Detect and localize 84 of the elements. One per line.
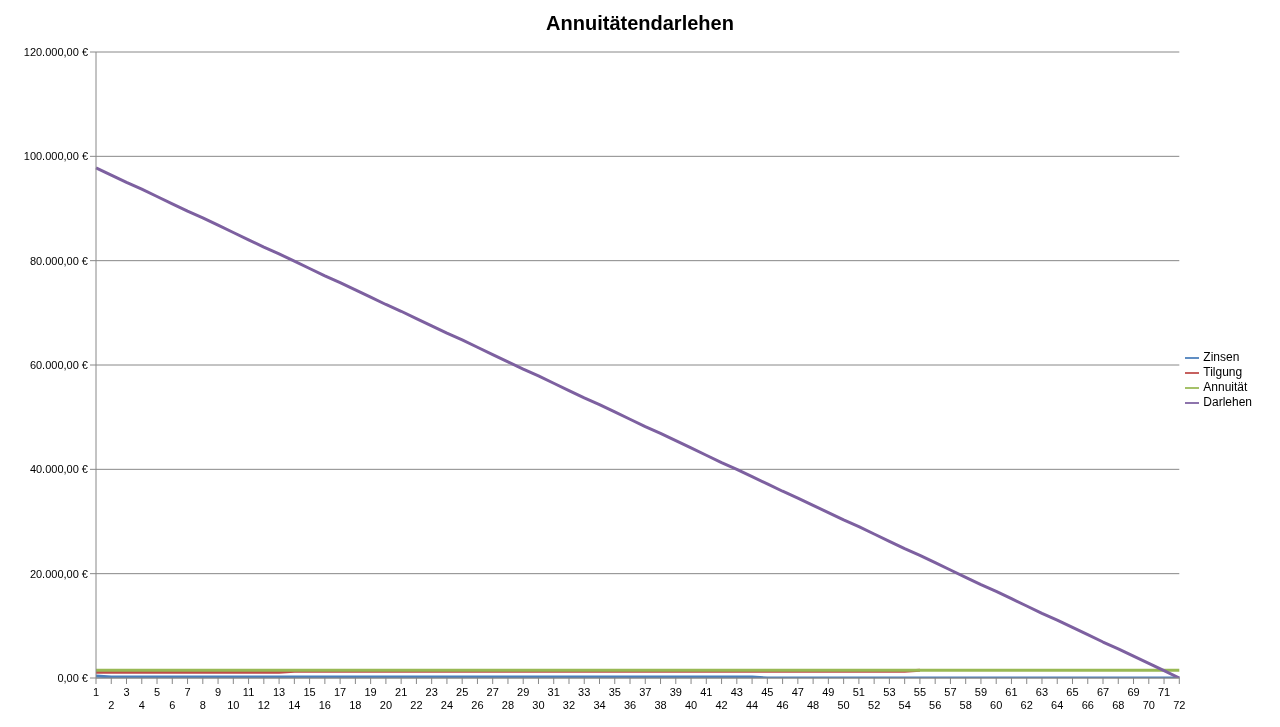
x-tick-label: 12 (257, 699, 270, 711)
x-tick-label: 18 (349, 699, 362, 711)
x-tick-label: 32 (562, 699, 576, 711)
x-tick-label: 48 (806, 699, 820, 711)
x-tick-label: 65 (1066, 686, 1079, 698)
x-tick-label: 36 (623, 699, 637, 711)
x-tick-label: 22 (410, 699, 423, 711)
x-tick-label: 24 (440, 699, 454, 711)
x-tick-label: 34 (593, 699, 606, 711)
x-tick-label: 9 (215, 686, 222, 698)
x-tick-label: 7 (184, 686, 191, 698)
x-tick-label: 55 (913, 686, 927, 698)
y-tick-label: 120.000,00 € (23, 45, 88, 58)
x-tick-label: 64 (1051, 699, 1064, 711)
x-tick-label: 45 (761, 686, 774, 698)
x-tick-label: 38 (654, 699, 667, 711)
x-tick-label: 68 (1112, 699, 1125, 711)
x-tick-label: 30 (532, 699, 545, 711)
x-tick-label: 16 (318, 699, 331, 711)
x-tick-label: 21 (395, 686, 408, 698)
x-tick-label: 52 (868, 699, 881, 711)
x-tick-label: 46 (776, 699, 789, 711)
x-tick-label: 50 (837, 699, 850, 711)
x-tick-label: 42 (715, 699, 728, 711)
x-tick-label: 10 (227, 699, 240, 711)
legend-label: Zinsen (1203, 350, 1240, 365)
legend-label: Darlehen (1203, 394, 1252, 409)
x-tick-label: 4 (138, 699, 145, 711)
x-tick-label: 53 (883, 686, 896, 698)
y-tick-label: 60.000,00 € (29, 358, 88, 371)
x-tick-label: 60 (990, 699, 1003, 711)
x-tick-label: 6 (169, 699, 176, 711)
x-tick-label: 37 (639, 686, 652, 698)
x-tick-label: 29 (517, 686, 530, 698)
legend-label: Tilgung (1203, 365, 1243, 380)
x-tick-label: 57 (944, 686, 957, 698)
legend-label: Annuität (1203, 380, 1248, 394)
y-tick-label: 0,00 € (57, 671, 88, 684)
x-tick-label: 1 (92, 686, 100, 698)
x-tick-label: 43 (730, 686, 743, 698)
x-tick-label: 44 (745, 699, 759, 711)
y-tick-label: 80.000,00 € (29, 254, 88, 267)
x-tick-label: 54 (898, 699, 911, 711)
x-tick-label: 15 (303, 686, 316, 698)
chart-title: Annuitätendarlehen (545, 11, 735, 36)
x-tick-label: 17 (334, 686, 347, 698)
x-tick-label: 25 (456, 686, 469, 698)
x-tick-label: 27 (486, 686, 499, 698)
x-tick-label: 5 (153, 686, 161, 698)
x-tick-label: 40 (684, 699, 698, 711)
x-tick-label: 51 (852, 686, 866, 698)
x-tick-label: 71 (1157, 686, 1171, 698)
x-tick-label: 33 (578, 686, 591, 698)
x-tick-label: 70 (1142, 699, 1155, 711)
x-tick-label: 58 (959, 699, 972, 711)
x-tick-label: 13 (272, 686, 286, 698)
x-tick-label: 19 (364, 686, 377, 698)
x-tick-label: 49 (822, 686, 835, 698)
x-tick-label: 35 (608, 686, 621, 698)
y-tick-label: 100.000,00 € (23, 150, 88, 163)
x-tick-label: 59 (974, 686, 988, 698)
x-tick-label: 23 (425, 686, 438, 698)
x-tick-label: 67 (1096, 686, 1110, 698)
x-tick-label: 3 (123, 686, 130, 698)
x-tick-label: 72 (1173, 699, 1186, 711)
x-tick-label: 2 (108, 699, 115, 711)
x-tick-label: 63 (1035, 686, 1049, 698)
x-tick-label: 31 (547, 686, 560, 698)
x-tick-label: 62 (1020, 699, 1033, 711)
x-tick-label: 28 (501, 699, 515, 711)
x-tick-label: 69 (1127, 686, 1140, 698)
x-tick-label: 47 (791, 686, 804, 698)
x-tick-label: 39 (669, 686, 682, 698)
x-tick-label: 11 (242, 686, 255, 698)
x-tick-label: 61 (1005, 686, 1018, 698)
x-tick-label: 66 (1081, 699, 1094, 711)
x-tick-label: 20 (379, 699, 393, 711)
x-tick-label: 14 (288, 699, 301, 711)
x-tick-label: 26 (471, 699, 484, 711)
x-tick-label: 41 (700, 686, 713, 698)
x-tick-label: 8 (199, 699, 206, 711)
y-tick-label: 20.000,00 € (29, 567, 88, 580)
x-tick-label: 56 (929, 699, 942, 711)
y-tick-label: 40.000,00 € (29, 463, 88, 476)
